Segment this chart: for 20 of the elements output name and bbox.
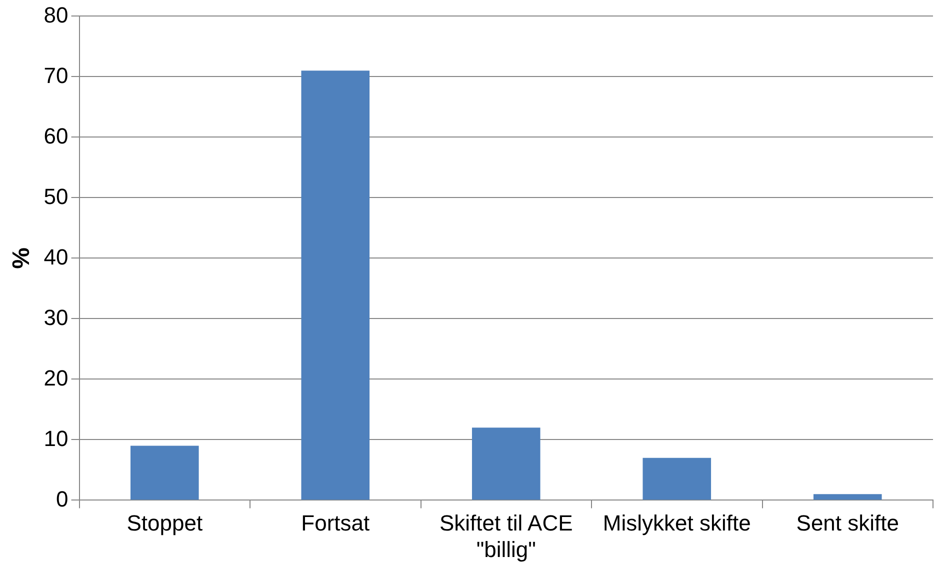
bar [642, 458, 712, 500]
x-tick-label: Mislykket skifte [602, 510, 751, 536]
bar [301, 70, 370, 500]
x-tick-label: Sent skifte [796, 510, 899, 536]
y-tick-label: 40 [44, 244, 68, 270]
y-tick-label: 30 [44, 304, 68, 330]
y-tick-label: 50 [44, 184, 68, 209]
y-tick-label: 10 [44, 426, 68, 451]
x-tick-label: Skiftet til ACE "billig" [439, 510, 573, 562]
x-tick-label: Stoppet [126, 510, 203, 536]
bar [472, 428, 540, 500]
x-tick-label: Fortsat [301, 510, 370, 536]
bar [813, 494, 882, 500]
y-tick-label: 20 [44, 365, 68, 390]
y-axis-title: % [8, 248, 36, 269]
y-tick-label: 60 [44, 123, 68, 148]
y-tick-label: 80 [44, 2, 68, 28]
y-tick-label: 0 [56, 486, 68, 512]
bar [130, 446, 199, 500]
y-tick-label: 70 [44, 62, 68, 88]
